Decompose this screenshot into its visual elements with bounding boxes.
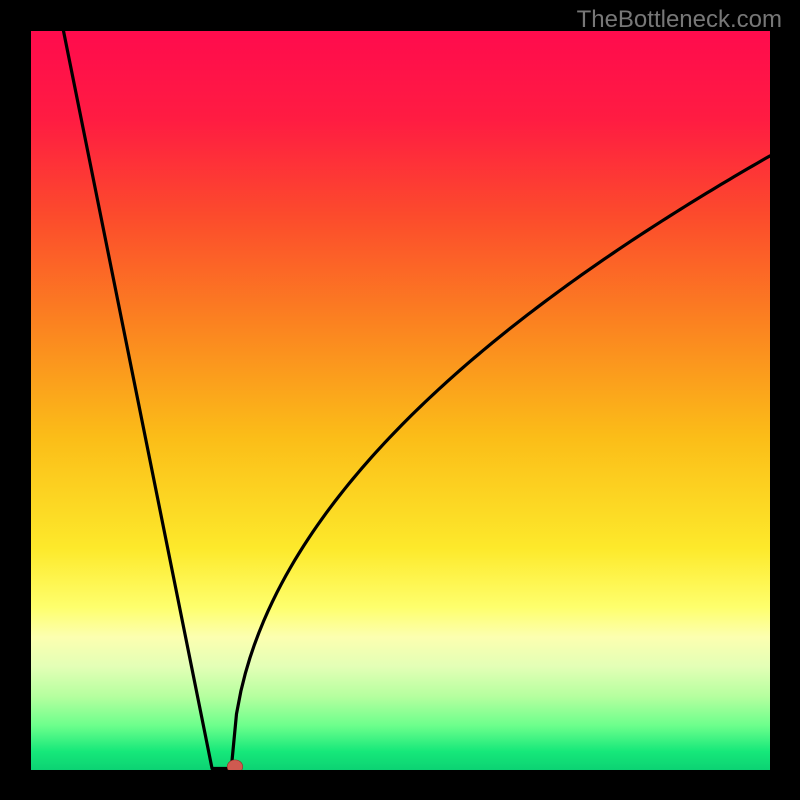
chart-frame: TheBottleneck.com	[0, 0, 800, 800]
gradient-background	[31, 31, 770, 770]
watermark-text: TheBottleneck.com	[577, 6, 782, 34]
plot-area	[31, 31, 770, 770]
chart-svg	[31, 31, 770, 770]
